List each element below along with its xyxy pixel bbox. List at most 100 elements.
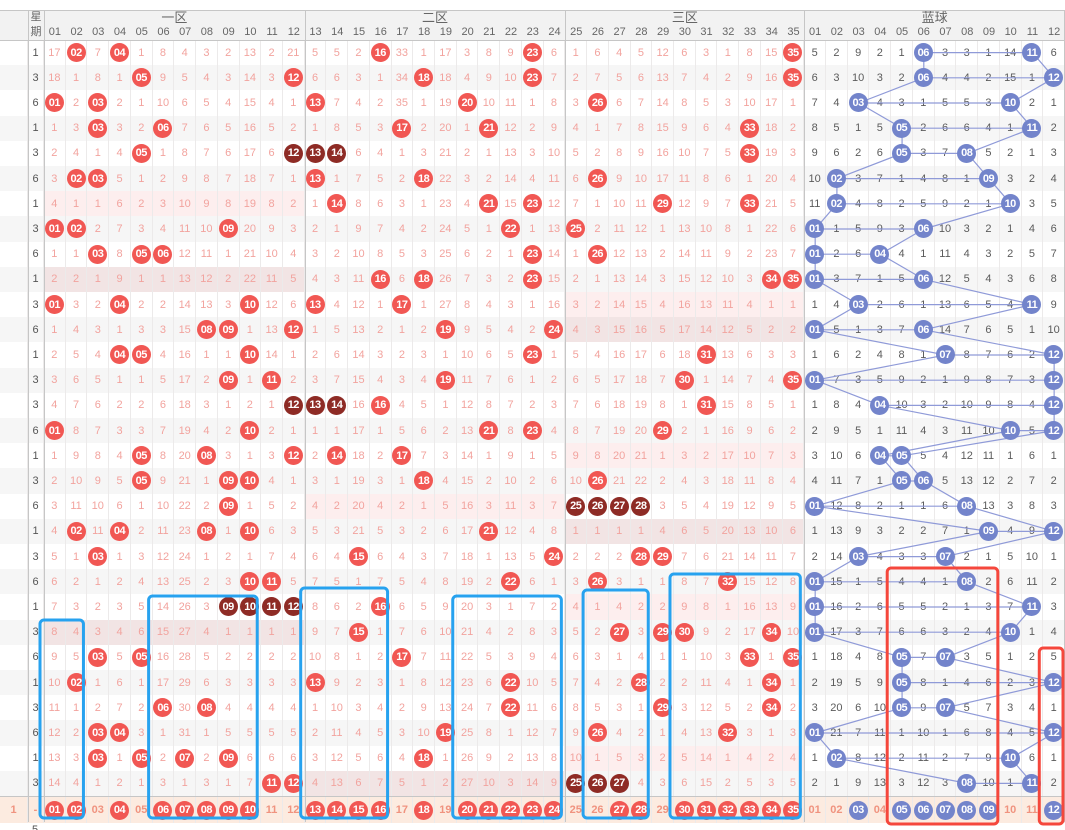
summary-front-34: 34: [761, 797, 783, 823]
front-cell-14: 4: [326, 544, 349, 570]
front-cell-11: 6: [261, 140, 283, 166]
blue-cell-11: 6: [1022, 443, 1044, 469]
front-cell-28: 3: [631, 619, 653, 645]
front-cell-03: 1: [87, 140, 110, 166]
front-cell-08: 2: [196, 493, 218, 519]
front-cell-10: 15: [240, 90, 262, 116]
hot-blue-03: 03: [848, 800, 868, 820]
front-cell-02: 5: [66, 644, 88, 670]
front-cell-14: 6: [326, 594, 349, 620]
front-cell-19: 26: [435, 266, 457, 292]
blue-cell-07: 5: [935, 90, 957, 116]
front-cell-11: 6: [261, 518, 283, 544]
blue-cell-11: 5: [1022, 720, 1044, 746]
red-ball-10: 10: [240, 295, 260, 315]
blue-cell-12: 12: [1043, 65, 1065, 91]
front-cell-17: 4: [392, 544, 414, 570]
front-cell-04: 2: [109, 569, 131, 595]
front-cell-30: 13: [674, 216, 696, 242]
front-cell-09: 7: [218, 166, 240, 192]
blue-cell-07: 8: [935, 166, 957, 192]
front-cell-20: 11: [457, 367, 479, 393]
front-cell-34: 19: [761, 140, 783, 166]
front-cell-01: 2: [44, 266, 66, 292]
front-cell-08: 6: [196, 670, 218, 696]
front-cell-23: 23: [522, 266, 544, 292]
blue-cell-12: 5: [1043, 191, 1065, 217]
front-cell-21: 7: [478, 695, 501, 721]
front-cell-32: 3: [717, 90, 740, 116]
red-ball-21: 21: [479, 521, 499, 541]
front-cell-23: 2: [522, 317, 544, 343]
blue-cell-01: 1: [804, 292, 827, 318]
zone-separator: [565, 10, 566, 822]
weekday-cell: 6: [28, 241, 44, 267]
front-cell-31: 4: [696, 493, 718, 519]
blue-cell-11: 6: [1022, 745, 1044, 771]
front-cell-04: 04: [109, 292, 131, 318]
blue-cell-02: 18: [826, 644, 848, 670]
front-cell-34: 22: [761, 216, 783, 242]
front-cell-26: 1: [587, 115, 609, 141]
front-cell-21: 7: [478, 367, 501, 393]
front-cell-19: 8: [435, 569, 457, 595]
front-cell-34: 3: [761, 342, 783, 368]
front-cell-20: 10: [457, 342, 479, 368]
front-cell-05: 1: [131, 770, 153, 796]
front-cell-03: 03: [87, 745, 110, 771]
front-cell-35: 6: [783, 216, 805, 242]
front-cell-03: 03: [87, 544, 110, 570]
hot-red-22: 22: [501, 800, 521, 820]
front-cell-30: 3: [673, 443, 696, 469]
blue-cell-05: 4: [891, 569, 913, 595]
front-cell-12: 5: [283, 720, 305, 746]
blue-cell-12: 1: [1043, 443, 1065, 469]
summary-front-09: 09: [218, 797, 240, 823]
summary-blue-04: 04: [869, 797, 892, 823]
front-cell-08: 9: [196, 191, 218, 217]
red-ball-23: 23: [522, 194, 542, 214]
blue-cell-08: 6: [956, 720, 979, 746]
red-ball-22: 22: [501, 572, 521, 592]
blue-ball-08: 08: [957, 143, 977, 163]
front-cell-16: 3: [370, 342, 392, 368]
red-ball-15: 15: [348, 547, 368, 567]
front-cell-05: 3: [131, 317, 153, 343]
front-cell-10: 1: [240, 544, 262, 570]
red-ball-05: 05: [131, 244, 151, 264]
red-ball-33: 33: [740, 143, 759, 163]
front-cell-05: 1: [130, 266, 153, 292]
front-cell-34: 1: [761, 720, 783, 746]
red-ball-13: 13: [305, 143, 325, 163]
weekday-cell: 3: [28, 468, 44, 494]
front-cell-25: 7: [565, 392, 588, 418]
blue-cell-12: 8: [1043, 266, 1065, 292]
red-ball-35: 35: [783, 370, 803, 390]
front-cell-18: 4: [413, 569, 436, 595]
blue-cell-04: 3: [869, 317, 892, 343]
gutter-cell: [0, 619, 28, 645]
front-cell-07: 19: [174, 418, 197, 444]
front-cell-29: 13: [652, 65, 674, 91]
front-cell-34: 11: [761, 544, 783, 570]
red-ball-06: 06: [153, 698, 173, 718]
front-cell-02: 02: [66, 518, 88, 544]
front-cell-28: 28: [631, 493, 653, 519]
gutter-cell: [0, 569, 28, 595]
front-cell-07: 13: [174, 266, 197, 292]
front-cell-14: 8: [326, 644, 349, 670]
front-cell-26: 26: [587, 770, 609, 796]
red-ball-10: 10: [240, 421, 260, 441]
front-cell-28: 17: [631, 342, 653, 368]
hot-blue-12: 12: [1044, 800, 1064, 820]
col-header-front-col-12: 12: [282, 25, 305, 40]
front-cell-14: 7: [326, 367, 349, 393]
summary-front-30: 30: [674, 797, 696, 823]
gutter-header: [0, 10, 29, 40]
blue-cell-08: 5: [956, 695, 979, 721]
front-cell-19: 19: [435, 720, 457, 746]
front-cell-04: 1: [109, 544, 131, 570]
front-cell-14: 3: [326, 518, 349, 544]
front-cell-24: 12: [544, 191, 566, 217]
blue-cell-06: 8: [913, 670, 935, 696]
